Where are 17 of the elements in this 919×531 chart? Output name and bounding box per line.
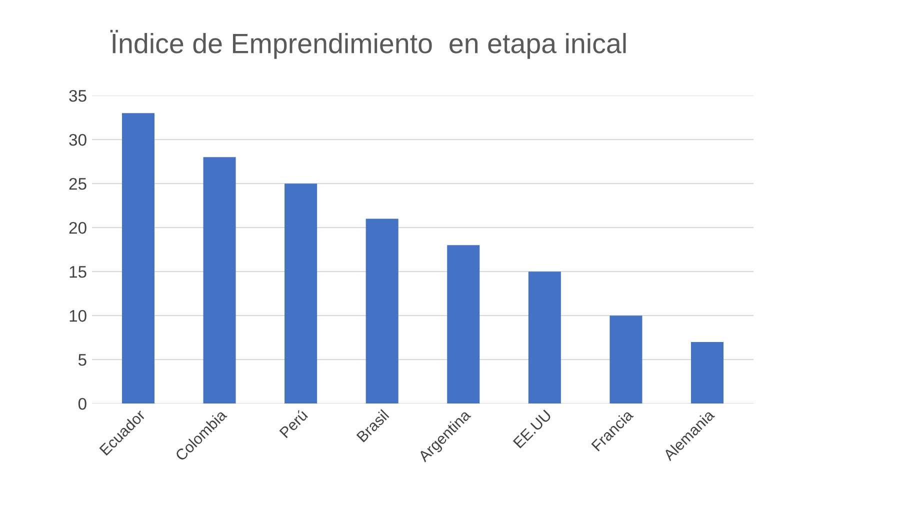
- bar: [610, 316, 642, 404]
- bar: [122, 113, 154, 404]
- bar: [528, 272, 561, 404]
- y-tick-label: 25: [69, 178, 86, 190]
- y-tick-label: 15: [70, 266, 86, 278]
- bar: [284, 184, 318, 404]
- bar: [366, 218, 398, 404]
- bar: [690, 342, 724, 404]
- chart-title: Ïndice de Emprendimiento en etapa inical: [110, 30, 626, 59]
- y-tick-label: 20: [69, 222, 86, 234]
- y-tick-label: 10: [70, 310, 86, 322]
- y-tick-label: 30: [69, 134, 86, 146]
- y-tick-label: 0: [78, 398, 86, 410]
- y-tick-label: 35: [69, 90, 86, 102]
- bar: [447, 245, 480, 404]
- bar: [203, 157, 236, 404]
- y-tick-label: 5: [78, 354, 86, 366]
